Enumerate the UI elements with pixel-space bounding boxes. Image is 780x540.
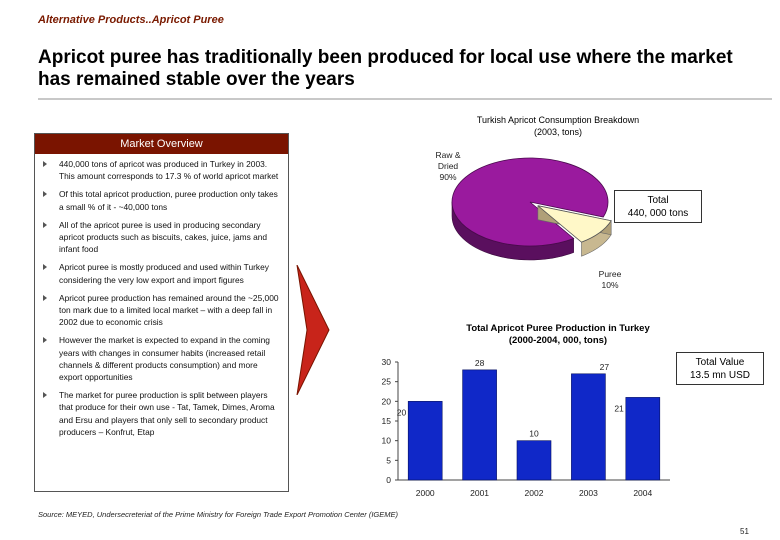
overview-bullet: However the market is expected to expand… xyxy=(35,334,288,383)
pie-title-line2: (2003, tons) xyxy=(533,127,583,137)
pie-label-puree-pct: 10% xyxy=(601,280,619,290)
overview-bullet: All of the apricot puree is used in prod… xyxy=(35,219,288,256)
bar-y-tick-label: 5 xyxy=(386,455,391,465)
bar-y-tick-label: 20 xyxy=(382,396,392,406)
bullet-text: Apricot puree production has remained ar… xyxy=(59,292,279,328)
source-note: Source: MEYED, Undersecreteriat of the P… xyxy=(38,510,398,519)
bar-y-tick-label: 30 xyxy=(382,357,392,367)
pie-label-raw-line2: Dried xyxy=(437,161,459,171)
bullet-arrow-icon xyxy=(43,161,47,167)
bar-total-value-callout: Total Value 13.5 mn USD xyxy=(676,352,764,385)
bar-value-line1: Total Value xyxy=(695,357,745,368)
overview-bullet: Of this total apricot production, puree … xyxy=(35,188,288,212)
bar-2001 xyxy=(462,369,497,481)
overview-bullet: Apricot puree production has remained ar… xyxy=(35,292,288,329)
bar-y-tick-label: 10 xyxy=(382,436,392,446)
pie-total-callout: Total 440, 000 tons xyxy=(614,190,702,223)
bar-value-label: 28 xyxy=(475,358,485,368)
bar-category-label: 2002 xyxy=(525,488,544,498)
bullet-text: The market for puree production is split… xyxy=(59,390,275,437)
bar-title-line2: (2000-2004, 000, tons) xyxy=(508,335,608,346)
overview-bullet: 440,000 tons of apricot was produced in … xyxy=(35,158,288,182)
bar-category-label: 2004 xyxy=(633,488,652,498)
overview-bullet: The market for puree production is split… xyxy=(35,389,288,438)
bar-value-label: 10 xyxy=(529,429,539,439)
bar-2002 xyxy=(516,440,552,481)
pie-label-raw-pct: 90% xyxy=(439,172,457,182)
pie-title-line1: Turkish Apricot Consumption Breakdown xyxy=(476,115,640,125)
bullet-arrow-icon xyxy=(43,337,47,344)
pie-chart xyxy=(451,157,612,261)
bullet-arrow-icon xyxy=(43,264,47,271)
market-overview-panel: Market Overview 440,000 tons of apricot … xyxy=(34,133,289,492)
bar-category-label: 2003 xyxy=(579,488,598,498)
bar-y-tick-label: 0 xyxy=(386,475,391,485)
bullet-text: 440,000 tons of apricot was produced in … xyxy=(59,159,279,182)
bar-chart: 0 5 10 15 20 25 30 20 2000 28 2001 10 2002 27 2003 21 20… xyxy=(382,357,670,498)
bullet-arrow-icon xyxy=(43,392,47,399)
pie-slice-raw-dried xyxy=(451,157,609,247)
bar-category-label: 2001 xyxy=(470,488,489,498)
market-overview-header: Market Overview xyxy=(35,134,288,154)
bar-2004 xyxy=(625,397,661,481)
pie-slice-puree xyxy=(537,205,612,243)
bar-2000 xyxy=(407,401,443,481)
title-divider xyxy=(38,98,772,100)
pie-total-line2: 440, 000 tons xyxy=(627,208,689,219)
bullet-text: Of this total apricot production, puree … xyxy=(59,189,278,212)
bullet-text: However the market is expected to expand… xyxy=(59,335,270,383)
pie-label-raw-line1: Raw & xyxy=(435,150,461,160)
bullet-text: Apricot puree is mostly produced and use… xyxy=(59,262,269,285)
bullet-arrow-icon xyxy=(43,294,47,301)
bar-y-tick-label: 25 xyxy=(382,377,392,387)
bullet-arrow-icon xyxy=(43,221,47,228)
breadcrumb: Alternative Products..Apricot Puree xyxy=(38,14,224,26)
bar-value-label: 20 xyxy=(397,407,407,417)
bullet-arrow-icon xyxy=(43,191,47,198)
bar-value-line2: 13.5 mn USD xyxy=(689,370,751,381)
bar-value-label: 21 xyxy=(614,403,624,413)
page-number: 51 xyxy=(740,527,749,536)
overview-bullet: Apricot puree is mostly produced and use… xyxy=(35,261,288,285)
bar-y-tick-label: 15 xyxy=(382,416,392,426)
pie-label-puree: Puree 10% xyxy=(585,269,635,291)
chevron-right-icon xyxy=(296,265,330,395)
overview-bullet-list: 440,000 tons of apricot was produced in … xyxy=(35,158,288,444)
pie-total-line1: Total xyxy=(647,195,669,206)
pie-chart-title: Turkish Apricot Consumption Breakdown (2… xyxy=(380,114,736,138)
bar-title-line1: Total Apricot Puree Production in Turkey xyxy=(466,323,650,334)
bar-category-label: 2000 xyxy=(416,488,435,498)
pie-label-puree-line1: Puree xyxy=(598,269,622,279)
bar-value-label: 27 xyxy=(600,362,610,372)
pie-label-raw-dried: Raw & Dried 90% xyxy=(420,150,476,183)
bar-chart-title: Total Apricot Puree Production in Turkey… xyxy=(380,323,736,347)
bar-2003 xyxy=(571,373,606,481)
bullet-text: All of the apricot puree is used in prod… xyxy=(59,219,268,255)
page-title: Apricot puree has traditionally been pro… xyxy=(38,47,733,90)
